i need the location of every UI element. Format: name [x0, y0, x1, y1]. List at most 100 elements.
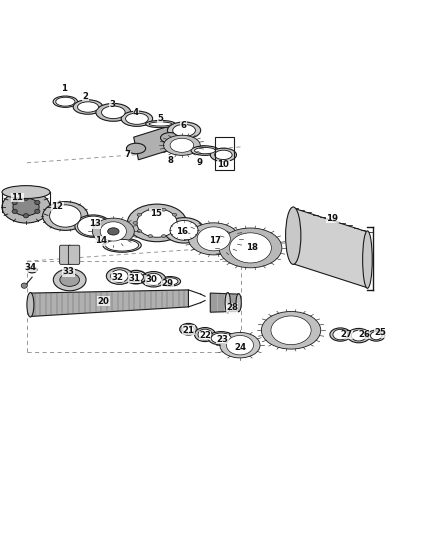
Ellipse shape: [35, 200, 40, 205]
Ellipse shape: [141, 271, 166, 287]
Ellipse shape: [210, 148, 237, 161]
Ellipse shape: [173, 230, 177, 232]
Text: 16: 16: [176, 228, 188, 237]
Ellipse shape: [27, 293, 34, 317]
Text: 11: 11: [11, 193, 23, 202]
Ellipse shape: [137, 230, 141, 232]
Ellipse shape: [53, 269, 86, 291]
Text: 32: 32: [112, 273, 124, 281]
Text: 12: 12: [51, 203, 64, 212]
Text: 28: 28: [226, 303, 238, 312]
Ellipse shape: [159, 277, 180, 286]
Ellipse shape: [160, 133, 180, 143]
Ellipse shape: [23, 214, 28, 218]
Ellipse shape: [197, 227, 230, 251]
Text: 15: 15: [150, 209, 162, 218]
Ellipse shape: [78, 216, 109, 236]
Ellipse shape: [78, 102, 99, 112]
Text: 1: 1: [61, 84, 67, 93]
Ellipse shape: [211, 333, 231, 344]
Ellipse shape: [208, 332, 234, 345]
Ellipse shape: [226, 335, 254, 355]
Ellipse shape: [60, 273, 80, 286]
Ellipse shape: [148, 208, 152, 211]
Ellipse shape: [96, 103, 131, 122]
Ellipse shape: [21, 283, 27, 288]
Ellipse shape: [102, 106, 125, 119]
Ellipse shape: [106, 239, 139, 251]
Text: 13: 13: [88, 220, 101, 229]
Text: 7: 7: [124, 150, 131, 159]
Text: 17: 17: [208, 237, 221, 246]
Text: 14: 14: [95, 237, 107, 246]
Ellipse shape: [167, 122, 201, 139]
Ellipse shape: [149, 122, 172, 126]
Ellipse shape: [271, 316, 311, 345]
Ellipse shape: [23, 196, 28, 200]
Ellipse shape: [177, 222, 181, 224]
Ellipse shape: [137, 208, 177, 237]
Ellipse shape: [100, 222, 127, 241]
Ellipse shape: [220, 333, 260, 358]
Text: 24: 24: [234, 343, 246, 352]
Text: 18: 18: [246, 244, 258, 253]
Ellipse shape: [194, 148, 215, 154]
Ellipse shape: [162, 235, 166, 237]
Ellipse shape: [42, 201, 88, 230]
Ellipse shape: [75, 215, 112, 237]
Ellipse shape: [363, 231, 372, 288]
Ellipse shape: [12, 200, 17, 205]
Text: 27: 27: [341, 330, 353, 339]
Ellipse shape: [183, 325, 194, 334]
Ellipse shape: [145, 273, 162, 285]
Text: 34: 34: [25, 263, 36, 272]
Ellipse shape: [351, 330, 366, 341]
Ellipse shape: [129, 272, 144, 282]
Polygon shape: [210, 293, 239, 312]
Ellipse shape: [170, 138, 194, 152]
Text: 19: 19: [326, 214, 339, 223]
Text: 20: 20: [97, 296, 109, 305]
Ellipse shape: [173, 213, 177, 216]
Ellipse shape: [2, 191, 50, 223]
Ellipse shape: [111, 270, 128, 282]
Ellipse shape: [194, 328, 215, 342]
Ellipse shape: [162, 278, 178, 285]
Ellipse shape: [163, 135, 200, 155]
Ellipse shape: [198, 329, 212, 340]
Ellipse shape: [108, 228, 119, 235]
Ellipse shape: [49, 205, 81, 227]
Ellipse shape: [188, 223, 239, 255]
Ellipse shape: [347, 328, 370, 343]
Ellipse shape: [236, 294, 241, 312]
Ellipse shape: [127, 143, 146, 154]
Ellipse shape: [367, 330, 385, 341]
Ellipse shape: [191, 146, 219, 156]
FancyBboxPatch shape: [68, 245, 80, 264]
Text: 29: 29: [162, 279, 173, 288]
Ellipse shape: [121, 111, 152, 126]
Ellipse shape: [230, 233, 272, 263]
Ellipse shape: [127, 204, 187, 241]
Text: 8: 8: [168, 156, 174, 165]
Text: 25: 25: [374, 328, 386, 337]
Text: 5: 5: [157, 114, 163, 123]
Ellipse shape: [92, 218, 134, 245]
Ellipse shape: [148, 235, 152, 237]
Text: 3: 3: [109, 100, 115, 109]
Text: 10: 10: [217, 160, 230, 169]
Ellipse shape: [330, 328, 351, 341]
Text: 26: 26: [358, 330, 370, 339]
Ellipse shape: [225, 293, 230, 313]
Ellipse shape: [333, 329, 348, 340]
Text: 21: 21: [183, 326, 194, 335]
Polygon shape: [134, 126, 173, 160]
Ellipse shape: [371, 332, 382, 340]
Text: 9: 9: [196, 158, 202, 167]
Ellipse shape: [164, 217, 204, 243]
Text: 2: 2: [83, 92, 89, 101]
Ellipse shape: [133, 222, 138, 224]
Ellipse shape: [13, 198, 39, 216]
Ellipse shape: [73, 100, 103, 114]
Ellipse shape: [12, 209, 17, 214]
